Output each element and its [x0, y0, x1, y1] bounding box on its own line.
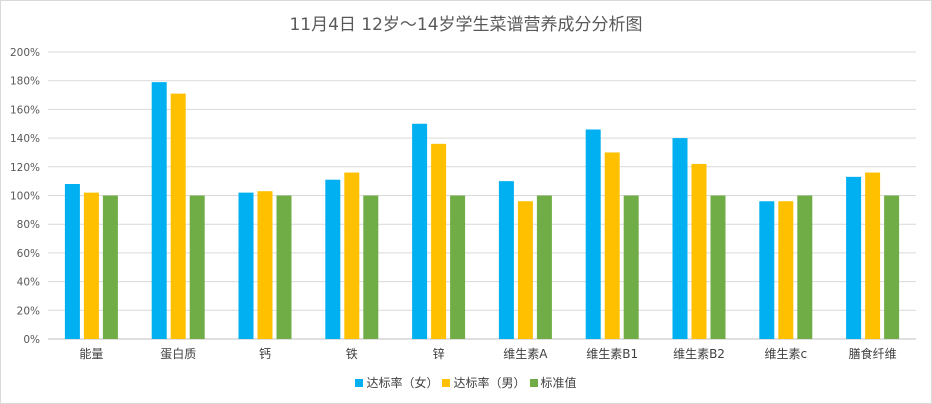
x-tick-label: 锌 — [433, 347, 445, 361]
bar-2-4 — [344, 172, 360, 339]
bar-3-2 — [189, 195, 205, 339]
y-tick-label: 160% — [10, 104, 40, 116]
bar-1-3 — [238, 192, 254, 339]
x-tick-label: 能量 — [79, 347, 103, 361]
y-tick-label: 40% — [17, 277, 40, 289]
bar-3-8 — [710, 195, 726, 339]
legend-label: 标准值 — [540, 376, 577, 390]
x-tick-label: 维生素B1 — [586, 347, 638, 361]
y-tick-label: 180% — [10, 76, 40, 88]
y-tick-label: 120% — [10, 162, 40, 174]
bar-1-4 — [325, 179, 341, 339]
bar-1-9 — [759, 201, 775, 339]
y-tick-label: 80% — [17, 219, 40, 231]
bar-1-7 — [585, 129, 601, 339]
legend-swatch — [355, 378, 364, 387]
bar-2-7 — [604, 152, 620, 339]
chart-legend: 达标率（女） 达标率（男） 标准值 — [0, 374, 932, 391]
bar-2-10 — [865, 172, 881, 339]
bar-1-10 — [846, 176, 862, 339]
bar-2-5 — [431, 143, 447, 339]
bar-1-8 — [672, 138, 688, 339]
y-tick-label: 0% — [23, 334, 40, 346]
legend-item: 标准值 — [529, 374, 577, 391]
bar-2-1 — [83, 192, 99, 339]
y-tick-label: 200% — [10, 47, 40, 59]
legend-label: 达标率（女） — [366, 376, 439, 390]
bar-2-2 — [170, 93, 186, 340]
x-tick-label: 维生素c — [764, 347, 807, 361]
chart-title: 11月4日 12岁～14岁学生菜谱营养成分分析图 — [289, 15, 643, 35]
bar-2-9 — [778, 201, 794, 339]
bar-1-2 — [151, 82, 167, 339]
bar-2-6 — [517, 201, 533, 339]
legend-label: 达标率（男） — [453, 376, 526, 390]
bar-2-3 — [257, 191, 273, 339]
x-tick-label: 维生素B2 — [673, 347, 725, 361]
y-tick-label: 20% — [17, 305, 40, 317]
legend-swatch — [442, 378, 451, 387]
bar-1-6 — [498, 181, 514, 339]
bar-2-8 — [691, 163, 707, 339]
bar-3-3 — [276, 195, 292, 339]
x-tick-label: 膳食纤维 — [849, 346, 897, 361]
y-tick-label: 140% — [10, 133, 40, 145]
legend-item: 达标率（女） — [355, 374, 438, 391]
bar-3-4 — [363, 195, 379, 339]
bar-3-9 — [797, 195, 813, 339]
bar-1-1 — [64, 184, 80, 339]
x-tick-label: 钙 — [259, 347, 271, 361]
bar-1-5 — [412, 123, 428, 339]
bar-3-1 — [102, 195, 118, 339]
x-tick-label: 铁 — [346, 347, 358, 361]
x-tick-label: 蛋白质 — [160, 346, 196, 361]
legend-item: 达标率（男） — [442, 374, 526, 391]
legend-swatch — [529, 378, 538, 387]
bar-3-7 — [623, 195, 639, 339]
bar-3-10 — [884, 195, 900, 339]
bar-3-5 — [450, 195, 466, 339]
y-tick-label: 60% — [17, 248, 40, 260]
x-tick-label: 维生素A — [503, 347, 548, 361]
bar-3-6 — [536, 195, 552, 339]
y-tick-label: 100% — [10, 191, 40, 203]
